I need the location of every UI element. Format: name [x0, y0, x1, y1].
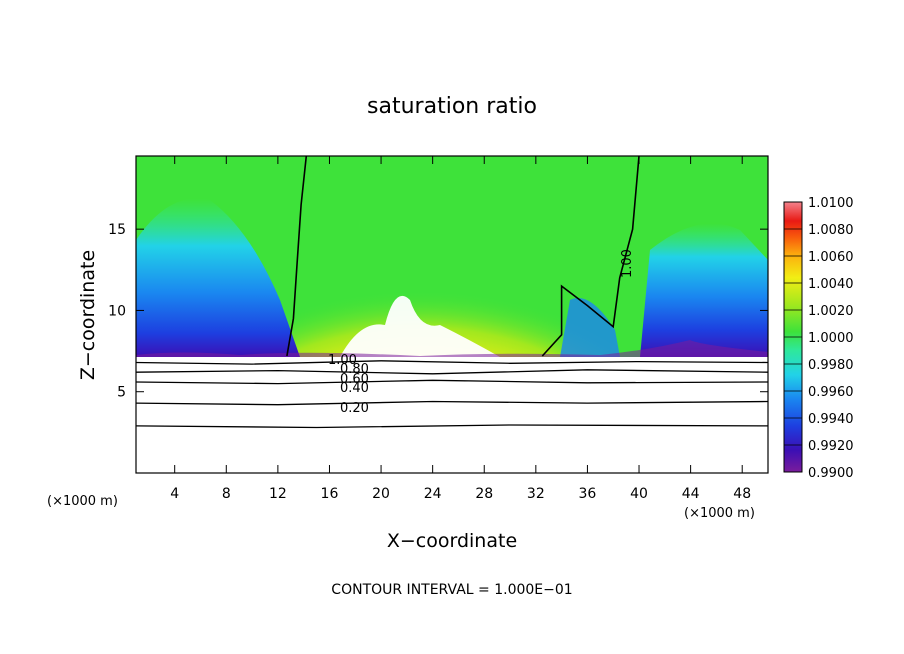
colorbar-label: 0.9960 [808, 385, 854, 400]
contour-label-080: 0.80 [340, 362, 369, 377]
contour-label-100-right: 1.00 [620, 249, 635, 278]
mid-cold-region [560, 298, 620, 357]
x-tick-label: 48 [733, 486, 751, 502]
colorbar-label: 1.0020 [808, 304, 854, 319]
x-tick-label: 32 [527, 486, 545, 502]
colorbar-label: 0.9980 [808, 358, 854, 373]
x-tick-label: 36 [579, 486, 597, 502]
y-axis-label: Z−coordinate [77, 250, 99, 380]
contour-interval-note: CONTOUR INTERVAL = 1.000E−01 [331, 582, 572, 598]
colorbar-label: 1.0040 [808, 277, 854, 292]
contour-line-1 [541, 155, 640, 357]
contour-line-3 [135, 369, 769, 375]
colorbar-label: 0.9940 [808, 412, 854, 427]
surface-band [136, 340, 768, 357]
x-tick-label: 20 [372, 486, 390, 502]
x-tick-label: 24 [424, 486, 442, 502]
contour-label-100-low: 1.00 [328, 353, 357, 368]
left-cold-region [136, 198, 300, 357]
contour-field [136, 156, 768, 357]
colorbar-ticks: 1.0100 1.0080 1.0060 1.0040 1.0020 1.0000 0.99… [784, 196, 854, 481]
colorbar-label: 1.0000 [808, 331, 854, 346]
x-tick-label: 16 [321, 486, 339, 502]
x-unit-left: (×1000 m) [47, 494, 118, 509]
warm-region [220, 220, 620, 357]
x-tick-label: 8 [222, 486, 231, 502]
colorbar-label: 1.0080 [808, 223, 854, 238]
contour-label-060: 0.60 [340, 372, 369, 387]
contour-lines [135, 155, 769, 429]
y-tick-label: 5 [117, 385, 126, 401]
colorbar-label: 0.9900 [808, 466, 854, 481]
plot-frame [135, 155, 769, 474]
x-tick-label: 28 [475, 486, 493, 502]
y-axis: 5 10 15 [108, 222, 768, 401]
contour-line-5 [135, 400, 769, 406]
colorbar-label: 0.9920 [808, 439, 854, 454]
right-cold-region [640, 223, 768, 357]
y-tick-label: 10 [108, 303, 126, 319]
colorbar: 1.0100 1.0080 1.0060 1.0040 1.0020 1.0000 0.99… [783, 196, 854, 481]
colorbar-label: 1.0100 [808, 196, 854, 211]
contour-line-2 [135, 360, 769, 365]
colorbar-label: 1.0060 [808, 250, 854, 265]
x-unit-right: (×1000 m) [684, 506, 755, 521]
x-tick-label: 44 [682, 486, 700, 502]
contour-line-0 [286, 155, 308, 357]
contour-label-040: 0.40 [340, 381, 369, 396]
contour-line-6 [135, 424, 769, 429]
x-tick-label: 40 [630, 486, 648, 502]
x-tick-label: 12 [269, 486, 287, 502]
x-tick-label: 4 [170, 486, 179, 502]
contour-line-4 [135, 379, 769, 385]
contour-labels: 1.00 0.80 0.60 0.40 0.20 1.00 [328, 249, 635, 416]
supersat-core [340, 295, 500, 357]
contour-label-020: 0.20 [340, 401, 369, 416]
x-axis: 4 8 12 16 20 24 28 32 36 40 44 48 [170, 156, 751, 502]
y-tick-label: 15 [108, 222, 126, 238]
x-axis-label: X−coordinate [387, 530, 517, 552]
chart-title: saturation ratio [367, 94, 537, 119]
